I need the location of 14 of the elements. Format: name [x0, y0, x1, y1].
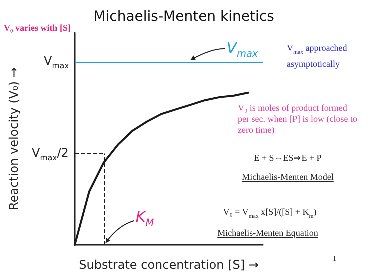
- annotation: K$_{M}$: [136, 208, 154, 231]
- ref-line-label: V$_{max}$/2: [32, 146, 69, 164]
- annotation: E + S⇔ES⇒E + P: [253, 153, 323, 164]
- annotation: Michaelis-Menten Equation: [216, 228, 320, 239]
- annotation: V₀ = V$_{max}$ x[S]/([S] + K$_{m}$): [222, 207, 318, 222]
- text: V$_{max}$ approached asymptotically: [287, 43, 348, 70]
- chart-title: Michaelis-Menten kinetics: [94, 9, 274, 25]
- y-axis-title: Reaction velocity (V₀) →: [7, 68, 21, 210]
- text: V₀ varies with [S]: [4, 23, 71, 34]
- annotation: V₀ is moles of product formed per sec. when [P] is low (close to zero time): [238, 103, 358, 136]
- annotation: Michaelis-Menten Model: [241, 172, 335, 183]
- x-axis-title: Substrate concentration [S] →: [79, 258, 259, 272]
- ref-line-label: V$_{max}$: [44, 54, 70, 73]
- annotation: V$_{max}$: [226, 39, 258, 62]
